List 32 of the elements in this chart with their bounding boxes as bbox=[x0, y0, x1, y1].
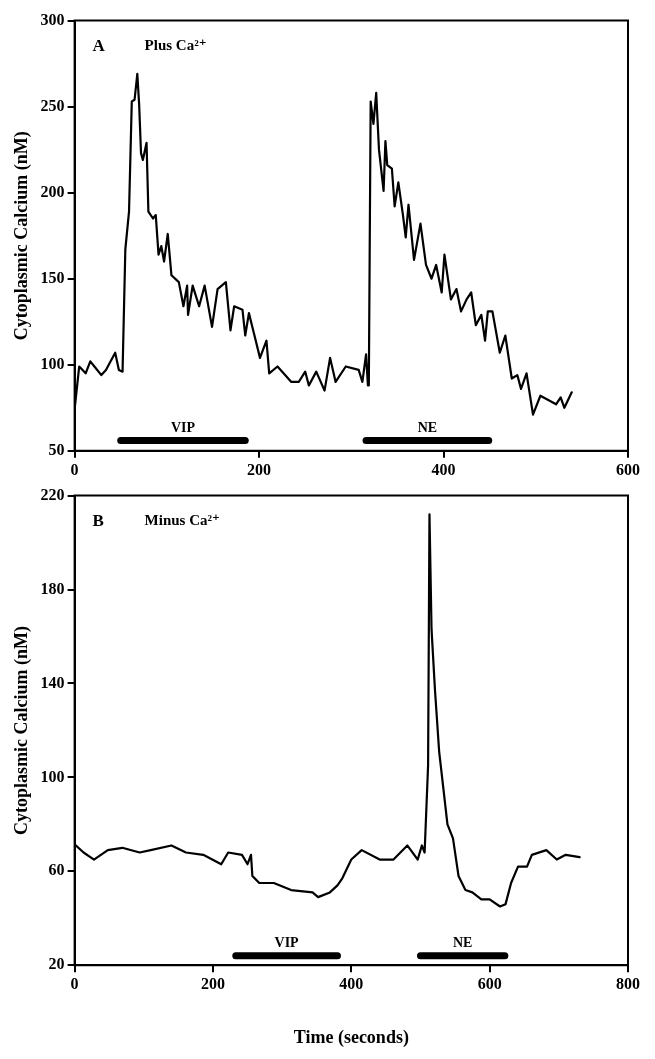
x-tick-label: 600 bbox=[477, 974, 502, 992]
y-tick-label: 140 bbox=[40, 673, 65, 691]
series-label: VIP bbox=[274, 935, 300, 951]
x-tick-label: 0 bbox=[70, 974, 79, 992]
y-tick-label: 180 bbox=[40, 579, 65, 597]
x-tick-label: 400 bbox=[431, 460, 456, 478]
annotation: Minus Ca²⁺ bbox=[144, 511, 220, 528]
y-tick-label: 300 bbox=[40, 10, 65, 28]
y-tick-label: 250 bbox=[40, 96, 65, 114]
x-tick-label: 400 bbox=[339, 974, 364, 992]
y-axis-title: Cytoplasmic Calcium (nM) bbox=[11, 131, 33, 341]
y-tick-label: 60 bbox=[48, 861, 65, 879]
y-tick-label: 100 bbox=[40, 767, 65, 785]
annotation: Plus Ca²⁺ bbox=[144, 36, 207, 53]
y-axis-title: Cytoplasmic Calcium (nM) bbox=[11, 625, 33, 835]
y-tick-label: 20 bbox=[48, 955, 65, 973]
y-tick-label: 50 bbox=[48, 440, 65, 458]
annotation: A bbox=[92, 36, 106, 56]
x-tick-label: 200 bbox=[247, 460, 272, 478]
series-label: VIP bbox=[170, 420, 196, 436]
series-label: NE bbox=[452, 935, 473, 951]
y-tick-label: 150 bbox=[40, 268, 65, 286]
x-tick-label: 0 bbox=[70, 460, 79, 478]
annotation: B bbox=[92, 511, 104, 531]
series-label: NE bbox=[417, 420, 438, 436]
y-tick-label: 200 bbox=[40, 182, 65, 200]
x-axis-title: Time (seconds) bbox=[293, 1026, 409, 1048]
x-tick-label: 200 bbox=[200, 974, 225, 992]
x-tick-label: 800 bbox=[616, 974, 640, 992]
x-tick-label: 600 bbox=[616, 460, 640, 478]
y-tick-label: 220 bbox=[40, 485, 65, 503]
y-tick-label: 100 bbox=[40, 354, 65, 372]
